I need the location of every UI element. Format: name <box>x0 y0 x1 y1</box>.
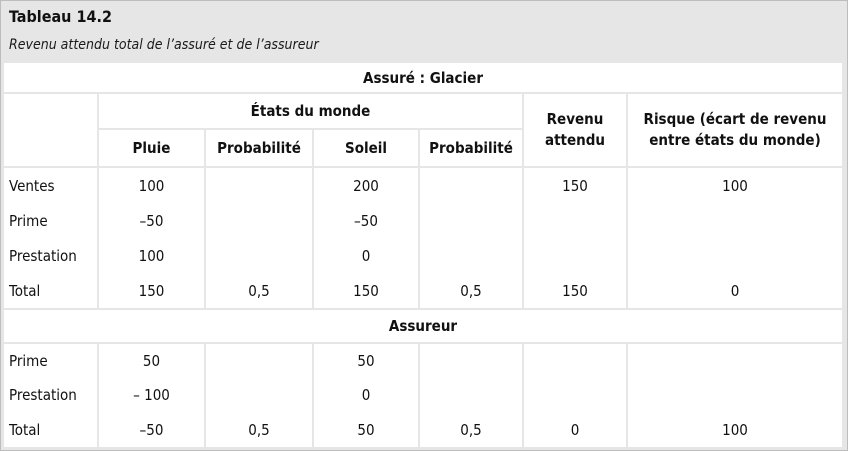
insurer-row-2-label: Total <box>9 420 41 439</box>
insurer-row-0-risk <box>628 344 842 378</box>
insurer-row-0-label: Prime <box>9 352 48 371</box>
insurer-row-0-p1 <box>206 344 312 378</box>
insurer-row-0-rain: 50 <box>142 352 161 371</box>
insured-rain-column <box>99 168 204 308</box>
insured-row-0-expected: 150 <box>562 176 588 195</box>
insured-row-1-label: Prime <box>9 211 48 230</box>
insured-row-3-sun: 150 <box>353 281 379 300</box>
insured-row-2-risk <box>628 238 842 273</box>
insured-prob2-column <box>420 168 522 308</box>
insured-risk-column <box>628 168 842 308</box>
header-sun: Soleil <box>314 130 418 166</box>
section-insured: Assuré : Glacier <box>4 63 842 92</box>
insurer-row-2-p2: 0,5 <box>460 420 482 439</box>
header-risk: Risque (écart de revenu entre états du m… <box>628 94 842 166</box>
insured-labels-column <box>4 168 97 308</box>
insurer-prob1-column <box>206 344 312 447</box>
insurer-row-1-sun: 0 <box>361 386 371 405</box>
insured-row-0-label: Ventes <box>9 176 55 195</box>
insurer-risk-column <box>628 344 842 447</box>
insurer-row-2-rain: –50 <box>139 420 164 439</box>
header-rain: Pluie <box>99 130 204 166</box>
insurer-sun-column <box>314 344 418 447</box>
insured-row-3-p2: 0,5 <box>460 281 482 300</box>
insured-row-1-rain: –50 <box>139 211 164 230</box>
insurer-row-1-rain: – 100 <box>133 386 170 405</box>
insured-row-3-p1: 0,5 <box>248 281 270 300</box>
section-insurer: Assureur <box>4 310 842 342</box>
insurer-row-1-p2 <box>420 378 522 412</box>
insured-row-0-sun: 200 <box>353 176 379 195</box>
insurer-row-0-sun: 50 <box>357 352 375 371</box>
insurer-prob2-column <box>420 344 522 447</box>
insured-row-1-expected <box>524 203 626 238</box>
insured-expected-column <box>524 168 626 308</box>
insured-row-2-expected <box>524 238 626 273</box>
insured-row-0-rain: 100 <box>138 176 165 195</box>
insurer-row-2-sun: 50 <box>357 420 375 439</box>
insured-row-0-p2 <box>420 168 522 203</box>
insurer-row-2-risk: 100 <box>722 420 748 439</box>
insured-row-3-rain: 150 <box>138 281 165 300</box>
header-expected-line1: Revenu <box>546 110 604 128</box>
insurer-rain-column <box>99 344 204 447</box>
insurer-row-0-p2 <box>420 344 522 378</box>
insured-row-1-risk <box>628 203 842 238</box>
insurer-row-1-p1 <box>206 378 312 412</box>
insurer-expected-column <box>524 344 626 447</box>
insurer-row-1-expected <box>524 378 626 412</box>
header-states: États du monde <box>99 94 522 128</box>
insured-row-2-p1 <box>206 238 312 273</box>
insurer-row-1-label: Prestation <box>9 386 77 405</box>
insured-row-3-expected: 150 <box>562 281 588 300</box>
insured-prob1-column <box>206 168 312 308</box>
insured-row-0-risk: 100 <box>722 176 748 195</box>
insurer-row-1-risk <box>628 378 842 412</box>
insured-row-2-p2 <box>420 238 522 273</box>
header-prob1: Probabilité <box>206 130 312 166</box>
insured-row-2-sun: 0 <box>361 246 371 265</box>
insured-row-3-risk: 0 <box>730 281 740 300</box>
header-corner <box>4 94 97 166</box>
insurer-row-0-expected <box>524 344 626 378</box>
insured-row-0-p1 <box>206 168 312 203</box>
header-expected: Revenu attendu <box>524 94 626 166</box>
insured-row-2-label: Prestation <box>9 246 77 265</box>
table-subtitle: Revenu attendu total de l’assuré et de l… <box>9 37 319 53</box>
header-expected-line2: attendu <box>544 131 606 149</box>
insured-row-1-sun: –50 <box>354 211 378 230</box>
table-title: Tableau 14.2 <box>9 7 112 26</box>
insured-row-1-p1 <box>206 203 312 238</box>
insured-sun-column <box>314 168 418 308</box>
header-risk-line2: entre états du monde) <box>649 131 821 149</box>
insurer-labels-column <box>4 344 97 447</box>
insurer-row-2-p1: 0,5 <box>248 420 270 439</box>
insurer-row-2-expected: 0 <box>570 420 580 439</box>
header-prob2: Probabilité <box>420 130 522 166</box>
insured-row-3-label: Total <box>9 281 41 300</box>
header-risk-line1: Risque (écart de revenu <box>643 110 827 128</box>
insured-row-1-p2 <box>420 203 522 238</box>
insured-row-2-rain: 100 <box>138 246 165 265</box>
